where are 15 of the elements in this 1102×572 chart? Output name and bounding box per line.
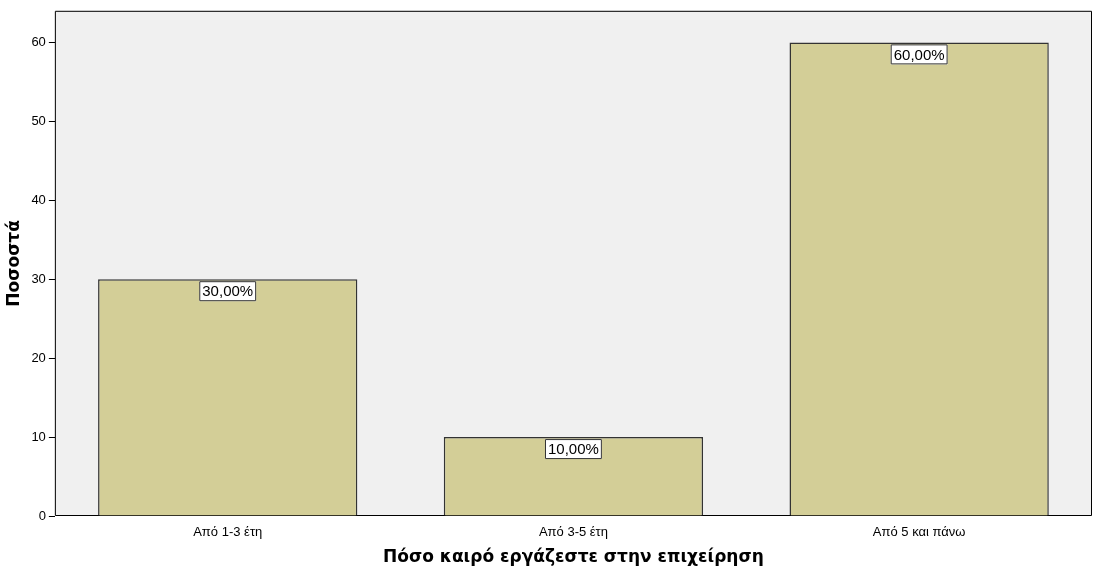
- x-tick-label: Από 1-3 έτη: [193, 524, 263, 540]
- y-tick-label: 50: [31, 112, 46, 128]
- y-tick-label: 10: [31, 428, 46, 444]
- y-tick-label: 30: [31, 270, 46, 286]
- y-axis-title: Ποσοστά: [2, 220, 23, 307]
- x-tick-label: Από 5 και πάνω: [872, 524, 966, 540]
- y-tick-label: 20: [31, 349, 46, 365]
- y-tick-label: 0: [38, 507, 46, 523]
- x-axis-title: Πόσο καιρό εργάζεστε στην επιχείρηση: [383, 546, 764, 567]
- x-tick-label: Από 3-5 έτη: [538, 524, 608, 540]
- y-tick-label: 60: [31, 33, 46, 49]
- data-label: 60,00%: [893, 45, 945, 63]
- y-tick-label: 40: [31, 191, 46, 207]
- data-label: 10,00%: [547, 440, 599, 458]
- data-label: 30,00%: [202, 282, 254, 300]
